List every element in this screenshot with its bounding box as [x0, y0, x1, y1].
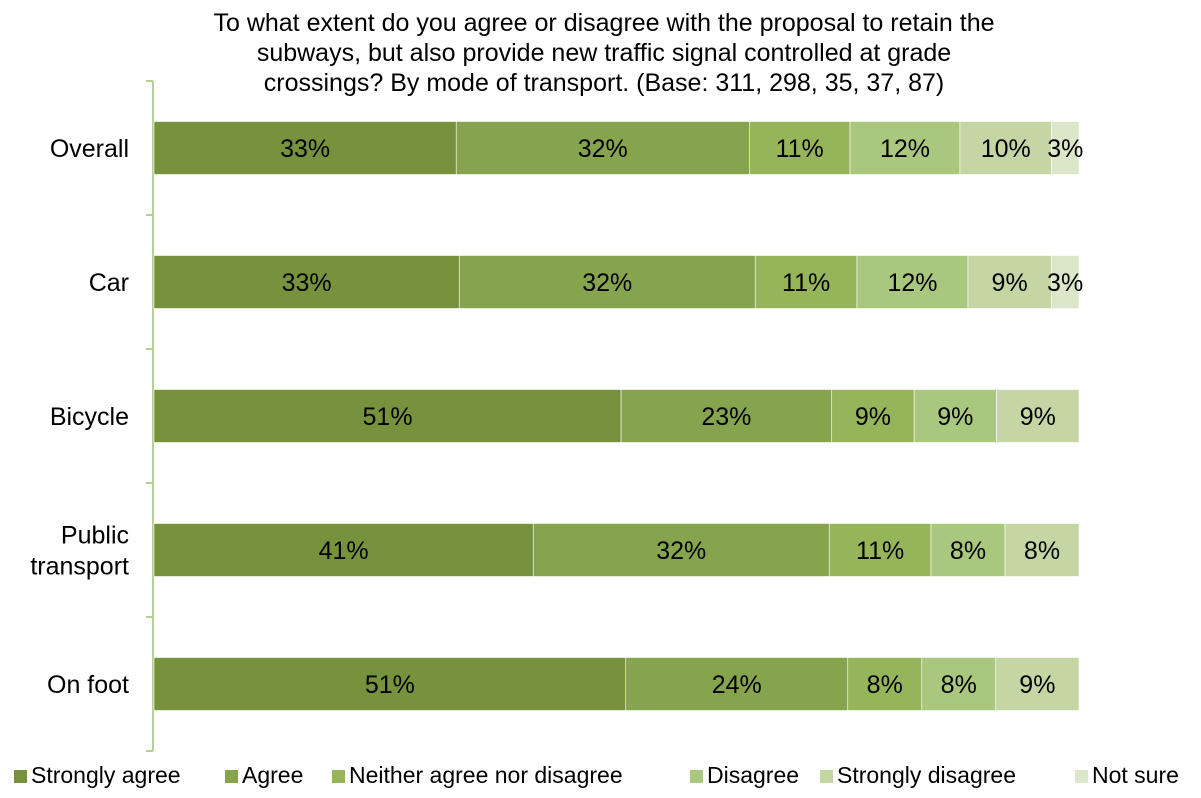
- data-label: 32%: [578, 135, 628, 163]
- bar-segment: [847, 657, 923, 711]
- bar-segment: [849, 121, 961, 175]
- data-label: 8%: [867, 671, 903, 699]
- data-labels: 33% 32% 11% 12% 10% 3% 33% 32% 11% 12% 9% 3% 51% 23% 9…: [280, 135, 1083, 699]
- data-label: 11%: [776, 135, 824, 163]
- bar-segment: [620, 389, 833, 443]
- data-label: 32%: [582, 269, 632, 297]
- legend-label: Neither agree nor disagree: [349, 762, 623, 788]
- bar-segment: [748, 121, 851, 175]
- data-label: 8%: [1024, 537, 1060, 565]
- legend[interactable]: Strongly agree Agree Neither agree nor dis…: [14, 762, 1179, 788]
- data-label: 24%: [712, 671, 762, 699]
- bar-segment: [455, 121, 750, 175]
- chart-title-line: subways, but also provide new traffic si…: [257, 39, 951, 67]
- data-label: 10%: [981, 135, 1031, 163]
- bar-segment: [967, 255, 1052, 309]
- legend-item[interactable]: Disagree: [690, 762, 799, 788]
- bars: [153, 121, 1080, 711]
- category-labels: Overall Car Bicycle Public transport On foot: [30, 135, 129, 699]
- legend-swatch: [225, 770, 238, 783]
- legend-swatch: [1075, 770, 1088, 783]
- chart-title-line: crossings? By mode of transport. (Base: …: [264, 69, 944, 97]
- chart-title: To what extent do you agree or disagree …: [213, 9, 994, 97]
- legend-item[interactable]: Neither agree nor disagree: [332, 762, 623, 788]
- bar-segment: [913, 389, 997, 443]
- legend-item[interactable]: Agree: [225, 762, 303, 788]
- data-label: 11%: [782, 269, 830, 297]
- bar-segment: [532, 523, 830, 577]
- category-axis: [146, 80, 154, 752]
- bar-segment: [153, 255, 460, 309]
- bar-segment: [153, 657, 627, 711]
- data-label: 9%: [992, 269, 1028, 297]
- data-label: 3%: [1047, 269, 1083, 297]
- bar-segment: [930, 523, 1006, 577]
- bar-segment: [625, 657, 849, 711]
- bar-segment: [995, 657, 1080, 711]
- legend-label: Strongly disagree: [837, 762, 1016, 788]
- data-label: 9%: [937, 403, 973, 431]
- bar-segment: [153, 389, 622, 443]
- data-label: 12%: [887, 269, 937, 297]
- bar-segment: [1004, 523, 1080, 577]
- legend-label: Strongly agree: [31, 762, 181, 788]
- category-label: Car: [89, 269, 129, 297]
- legend-item[interactable]: Not sure: [1075, 762, 1179, 788]
- legend-label: Agree: [242, 762, 303, 788]
- data-label: 33%: [280, 135, 330, 163]
- legend-item[interactable]: Strongly disagree: [820, 762, 1016, 788]
- legend-item[interactable]: Strongly agree: [14, 762, 181, 788]
- bar-segment: [996, 389, 1080, 443]
- category-label: transport: [30, 553, 129, 581]
- bar-segment: [856, 255, 969, 309]
- legend-swatch: [332, 770, 345, 783]
- chart-title-line: To what extent do you agree or disagree …: [213, 9, 994, 37]
- bar-segment: [458, 255, 756, 309]
- data-label: 9%: [1019, 671, 1055, 699]
- bar-segment: [153, 523, 534, 577]
- data-label: 33%: [282, 269, 332, 297]
- bar-segment: [153, 121, 457, 175]
- data-label: 9%: [1020, 403, 1056, 431]
- category-label: Bicycle: [50, 403, 129, 431]
- data-label: 51%: [365, 671, 415, 699]
- bar-segment: [1050, 255, 1080, 309]
- data-label: 41%: [319, 537, 369, 565]
- legend-swatch: [820, 770, 833, 783]
- bar-segment: [1051, 121, 1080, 175]
- bar-segment: [754, 255, 858, 309]
- bar-segment: [959, 121, 1052, 175]
- data-label: 8%: [950, 537, 986, 565]
- bar-segment: [831, 389, 915, 443]
- bar-segment: [921, 657, 997, 711]
- category-label: On foot: [47, 671, 129, 699]
- data-label: 3%: [1047, 135, 1083, 163]
- legend-label: Not sure: [1092, 762, 1179, 788]
- data-label: 11%: [856, 537, 904, 565]
- legend-label: Disagree: [707, 762, 799, 788]
- bar-segment: [828, 523, 932, 577]
- data-label: 9%: [855, 403, 891, 431]
- data-label: 32%: [656, 537, 706, 565]
- category-label: Overall: [50, 135, 129, 163]
- data-label: 23%: [701, 403, 751, 431]
- data-label: 12%: [880, 135, 930, 163]
- data-label: 8%: [941, 671, 977, 699]
- data-label: 51%: [363, 403, 413, 431]
- category-label: Public: [61, 522, 129, 550]
- legend-swatch: [14, 770, 27, 783]
- legend-swatch: [690, 770, 703, 783]
